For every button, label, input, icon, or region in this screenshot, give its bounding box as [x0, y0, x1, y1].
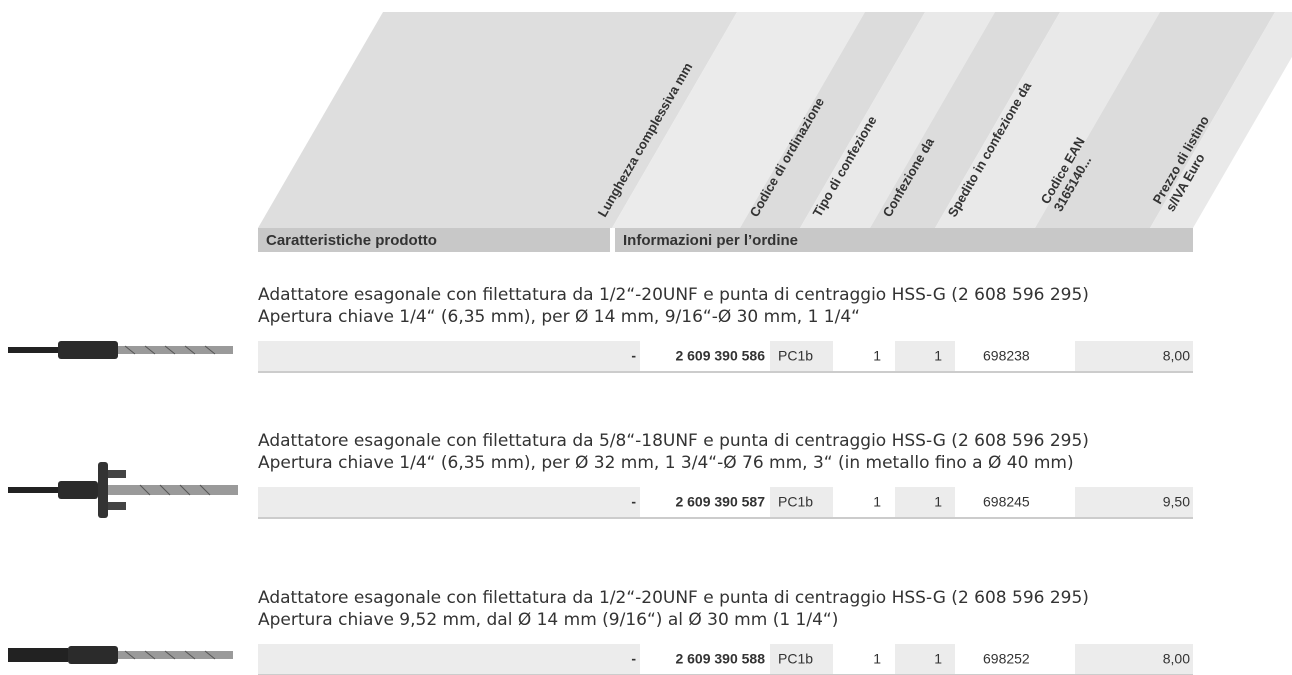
table-cell: PC1b [778, 494, 813, 510]
header-stripe [1150, 12, 1292, 228]
header-stripe [800, 12, 995, 228]
tool-image [8, 646, 233, 664]
header-stripe [258, 12, 737, 228]
cell-background [955, 487, 1075, 517]
cell-background [833, 644, 895, 674]
cell-background [895, 487, 955, 517]
section-bar [258, 228, 610, 252]
tool-image [8, 341, 233, 359]
cell-background [770, 487, 833, 517]
header-stripe [935, 12, 1160, 228]
table-cell: 9,50 [1163, 494, 1190, 510]
table-cell: 698245 [983, 494, 1030, 510]
cell-background [770, 644, 833, 674]
product-description: Adattatore esagonale con filettatura da … [258, 431, 1089, 451]
cell-background [1075, 341, 1193, 371]
section-bar [615, 228, 1193, 252]
section-label: Caratteristiche prodotto [266, 232, 437, 249]
header-stripe [870, 12, 1060, 228]
product-description: Adattatore esagonale con filettatura da … [258, 285, 1089, 305]
tool-images [8, 341, 238, 664]
cell-background [258, 487, 640, 517]
header-stripe [740, 12, 925, 228]
table-cell: 8,00 [1163, 348, 1190, 364]
table-cell: - [631, 348, 636, 364]
table-cell: 1 [934, 494, 942, 510]
table-cell: 2 609 390 588 [675, 651, 765, 667]
cell-background [895, 644, 955, 674]
table-cell: - [631, 494, 636, 510]
table-cell: PC1b [778, 348, 813, 364]
cell-background [955, 341, 1075, 371]
cell-background [640, 487, 770, 517]
table-cell: PC1b [778, 651, 813, 667]
product-description: Adattatore esagonale con filettatura da … [258, 588, 1089, 608]
table-cell: 698252 [983, 651, 1030, 667]
cell-background [833, 341, 895, 371]
table-cell: 1 [873, 348, 881, 364]
table-cell: 8,00 [1163, 651, 1190, 667]
table-cell: 2 609 390 586 [675, 348, 765, 364]
header-stripe [612, 12, 865, 228]
table-cell: 1 [934, 348, 942, 364]
header-background [258, 12, 1292, 228]
cell-background [770, 341, 833, 371]
cell-background [833, 487, 895, 517]
table-cell: 1 [934, 651, 942, 667]
cell-background [1075, 644, 1193, 674]
table-cell: - [631, 651, 636, 667]
product-description: Apertura chiave 1/4“ (6,35 mm), per Ø 32… [258, 453, 1074, 473]
cell-background [258, 341, 640, 371]
table-cell: 2 609 390 587 [675, 494, 765, 510]
section-label: Informazioni per l’ordine [623, 232, 798, 249]
cell-background [955, 644, 1075, 674]
cell-background [640, 644, 770, 674]
cell-background [895, 341, 955, 371]
table-cell: 1 [873, 651, 881, 667]
cell-background [1075, 487, 1193, 517]
table-cell: 1 [873, 494, 881, 510]
header-stripe [1035, 12, 1275, 228]
product-description: Apertura chiave 9,52 mm, dal Ø 14 mm (9/… [258, 610, 838, 630]
cell-background [258, 644, 640, 674]
product-description: Apertura chiave 1/4“ (6,35 mm), per Ø 14… [258, 307, 860, 327]
tool-image [8, 462, 238, 518]
table-cell: 698238 [983, 348, 1030, 364]
cell-background [640, 341, 770, 371]
